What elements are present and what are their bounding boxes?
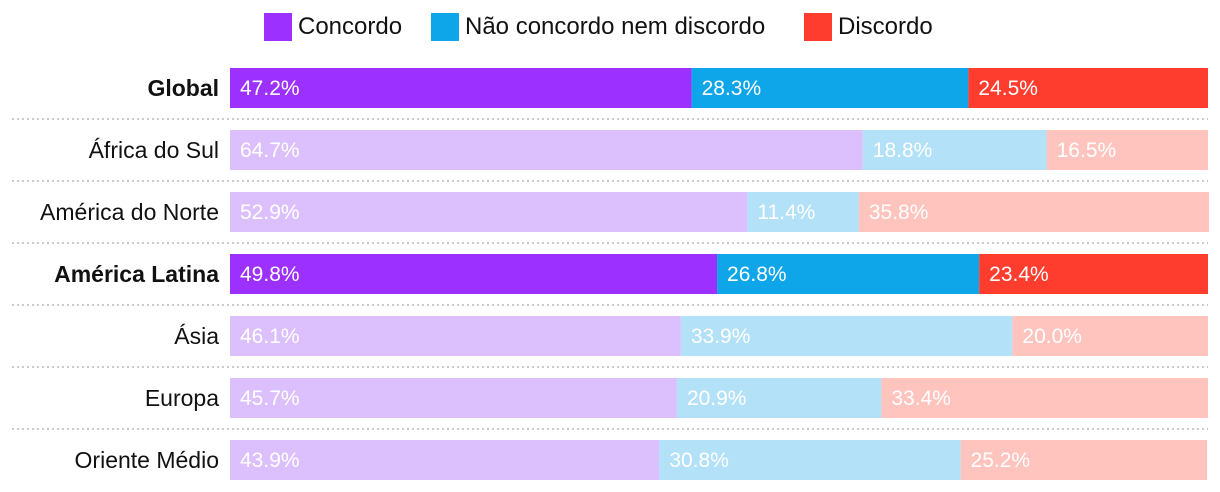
legend-label-neutro: Não concordo nem discordo	[465, 13, 766, 40]
bar-segment-row-4-series-1	[680, 316, 1013, 356]
bar-segment-row-5-series-2	[881, 378, 1208, 418]
category-label-row-3: América Latina	[54, 261, 219, 287]
data-label-row-0-series-0: 47.2%	[240, 77, 300, 100]
bar-segment-row-1-series-0	[230, 130, 863, 170]
data-label-row-1-series-2: 16.5%	[1057, 139, 1117, 162]
legend-swatch-concordo	[264, 13, 292, 41]
category-label-row-4: Ásia	[174, 323, 219, 349]
data-label-row-3-series-1: 26.8%	[727, 263, 787, 286]
bar-segment-row-2-series-0	[230, 192, 748, 232]
legend-item-discordo: Discordo	[804, 10, 933, 44]
data-label-row-6-series-1: 30.8%	[669, 449, 729, 472]
data-label-row-4-series-1: 33.9%	[691, 325, 751, 348]
bar-segment-row-5-series-1	[676, 378, 882, 418]
category-label-row-0: Global	[147, 75, 219, 101]
data-label-row-5-series-2: 33.4%	[891, 387, 951, 410]
legend-swatch-neutro	[431, 13, 459, 41]
bar-segment-row-1-series-1	[862, 130, 1047, 170]
legend-label-discordo: Discordo	[838, 13, 933, 40]
data-label-row-6-series-2: 25.2%	[971, 449, 1031, 472]
data-label-row-5-series-0: 45.7%	[240, 387, 300, 410]
bar-segment-row-4-series-0	[230, 316, 681, 356]
legend: Concordo Não concordo nem discordo Disco…	[0, 10, 1220, 44]
bar-segment-row-3-series-1	[717, 254, 980, 294]
bar-segment-row-0-series-1	[691, 68, 969, 108]
data-label-row-2-series-1: 11.4%	[757, 201, 815, 224]
bar-segment-row-6-series-0	[230, 440, 660, 480]
bar-segment-row-4-series-2	[1012, 316, 1208, 356]
bar-segment-row-3-series-0	[230, 254, 718, 294]
data-label-row-3-series-2: 23.4%	[989, 263, 1049, 286]
data-label-row-2-series-2: 35.8%	[869, 201, 929, 224]
data-label-row-2-series-0: 52.9%	[240, 201, 300, 224]
category-label-row-2: América do Norte	[40, 199, 219, 225]
data-label-row-1-series-0: 64.7%	[240, 139, 300, 162]
bar-segment-row-6-series-2	[960, 440, 1208, 480]
data-label-row-3-series-0: 49.8%	[240, 263, 300, 286]
legend-label-concordo: Concordo	[298, 13, 403, 40]
bar-segment-row-2-series-2	[858, 192, 1209, 232]
data-label-row-5-series-1: 20.9%	[687, 387, 747, 410]
data-label-row-1-series-1: 18.8%	[873, 139, 933, 162]
data-label-row-0-series-2: 24.5%	[978, 77, 1038, 100]
bar-segment-row-3-series-2	[979, 254, 1208, 294]
category-label-row-6: Oriente Médio	[75, 447, 219, 473]
bar-segment-row-2-series-1	[747, 192, 859, 232]
legend-item-neutro: Não concordo nem discordo	[431, 10, 765, 44]
data-label-row-6-series-0: 43.9%	[240, 449, 300, 472]
data-label-row-0-series-1: 28.3%	[702, 77, 762, 100]
data-label-row-4-series-0: 46.1%	[240, 325, 300, 348]
bar-segment-row-0-series-2	[968, 68, 1208, 108]
bar-segment-row-6-series-1	[659, 440, 961, 480]
category-label-row-1: África do Sul	[89, 137, 219, 163]
bar-segment-row-0-series-0	[230, 68, 692, 108]
legend-item-concordo: Concordo	[264, 10, 402, 44]
category-label-row-5: Europa	[145, 385, 219, 411]
bar-segment-row-1-series-2	[1046, 130, 1208, 170]
legend-swatch-discordo	[804, 13, 832, 41]
data-label-row-4-series-2: 20.0%	[1022, 325, 1082, 348]
bar-segment-row-5-series-0	[230, 378, 677, 418]
